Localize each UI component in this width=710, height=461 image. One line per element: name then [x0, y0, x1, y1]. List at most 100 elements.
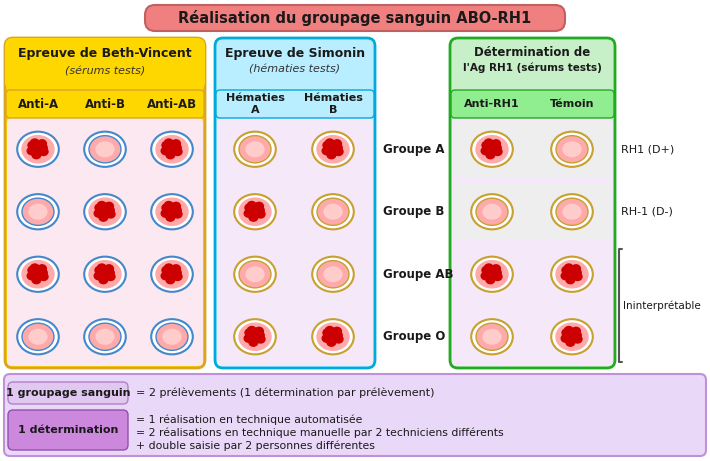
Text: Epreuve de Beth-Vincent: Epreuve de Beth-Vincent [18, 47, 192, 60]
Ellipse shape [476, 198, 508, 225]
Ellipse shape [484, 139, 493, 147]
Ellipse shape [163, 329, 182, 345]
Ellipse shape [481, 147, 490, 155]
Ellipse shape [255, 202, 263, 210]
Text: 1 détermination: 1 détermination [18, 425, 118, 435]
Ellipse shape [156, 260, 188, 288]
Ellipse shape [566, 276, 575, 284]
Ellipse shape [323, 204, 343, 220]
Ellipse shape [332, 327, 342, 335]
Ellipse shape [327, 151, 336, 159]
Text: Anti-B: Anti-B [84, 97, 126, 111]
Ellipse shape [332, 140, 342, 148]
Ellipse shape [89, 260, 121, 288]
Ellipse shape [106, 273, 115, 280]
Ellipse shape [173, 207, 181, 214]
FancyBboxPatch shape [453, 121, 612, 177]
FancyBboxPatch shape [4, 374, 706, 456]
Ellipse shape [99, 276, 108, 284]
Ellipse shape [247, 201, 256, 209]
FancyBboxPatch shape [145, 5, 565, 31]
Text: 1 groupage sanguin: 1 groupage sanguin [6, 388, 130, 398]
Text: Ininterprétable: Ininterprétable [623, 300, 701, 311]
Ellipse shape [162, 142, 171, 149]
Ellipse shape [572, 331, 581, 339]
Text: Anti-A: Anti-A [18, 97, 58, 111]
Ellipse shape [234, 194, 275, 230]
FancyBboxPatch shape [216, 90, 374, 118]
FancyBboxPatch shape [7, 118, 203, 366]
Text: = 1 réalisation en technique automatisée: = 1 réalisation en technique automatisée [136, 415, 362, 425]
Ellipse shape [572, 269, 581, 277]
Ellipse shape [151, 132, 193, 167]
Ellipse shape [317, 136, 349, 163]
Text: Hématies
A: Hématies A [226, 93, 285, 115]
Ellipse shape [245, 329, 253, 337]
Ellipse shape [161, 147, 170, 155]
Ellipse shape [493, 273, 502, 280]
Ellipse shape [239, 198, 271, 225]
Ellipse shape [551, 319, 593, 355]
Ellipse shape [84, 319, 126, 355]
Ellipse shape [256, 335, 265, 343]
Ellipse shape [31, 264, 39, 272]
Ellipse shape [39, 273, 48, 280]
Ellipse shape [325, 139, 334, 147]
Ellipse shape [251, 331, 260, 339]
Ellipse shape [256, 207, 264, 214]
Text: Anti-RH1: Anti-RH1 [464, 99, 520, 109]
Ellipse shape [168, 144, 178, 152]
Text: Epreuve de Simonin: Epreuve de Simonin [225, 47, 365, 59]
Ellipse shape [162, 266, 171, 274]
Ellipse shape [151, 319, 193, 355]
Ellipse shape [251, 207, 260, 214]
Ellipse shape [173, 148, 182, 155]
Ellipse shape [562, 266, 571, 274]
Ellipse shape [173, 210, 182, 218]
Ellipse shape [551, 194, 593, 230]
Ellipse shape [312, 132, 354, 167]
Ellipse shape [322, 335, 331, 342]
Ellipse shape [562, 204, 581, 220]
Ellipse shape [22, 260, 54, 288]
Ellipse shape [491, 265, 501, 272]
Ellipse shape [34, 144, 43, 152]
Ellipse shape [471, 194, 513, 230]
Ellipse shape [34, 269, 43, 277]
Ellipse shape [334, 144, 342, 152]
Ellipse shape [327, 338, 336, 346]
Ellipse shape [551, 257, 593, 292]
Text: RH-1 (D-): RH-1 (D-) [621, 207, 673, 217]
FancyBboxPatch shape [8, 410, 128, 450]
Ellipse shape [482, 266, 491, 274]
Ellipse shape [323, 266, 343, 282]
FancyBboxPatch shape [5, 38, 205, 90]
Ellipse shape [161, 272, 170, 280]
Ellipse shape [329, 331, 338, 339]
Ellipse shape [165, 201, 173, 209]
Ellipse shape [247, 326, 256, 334]
Ellipse shape [334, 148, 343, 155]
Ellipse shape [334, 335, 343, 343]
Ellipse shape [317, 260, 349, 288]
Ellipse shape [161, 209, 170, 217]
Ellipse shape [94, 209, 103, 217]
Ellipse shape [329, 144, 338, 152]
Ellipse shape [168, 269, 178, 277]
Ellipse shape [481, 272, 490, 280]
Ellipse shape [104, 265, 114, 272]
Ellipse shape [17, 319, 59, 355]
Text: + double saisie par 2 personnes différentes: + double saisie par 2 personnes différen… [136, 441, 375, 451]
Text: Hématies
B: Hématies B [304, 93, 362, 115]
Ellipse shape [162, 204, 171, 212]
Ellipse shape [38, 140, 46, 148]
Ellipse shape [106, 210, 115, 218]
Ellipse shape [323, 142, 332, 149]
Ellipse shape [173, 269, 181, 277]
Ellipse shape [95, 141, 114, 157]
Ellipse shape [89, 323, 121, 350]
Ellipse shape [95, 266, 104, 274]
Ellipse shape [32, 151, 40, 159]
Ellipse shape [151, 194, 193, 230]
Ellipse shape [173, 144, 181, 152]
